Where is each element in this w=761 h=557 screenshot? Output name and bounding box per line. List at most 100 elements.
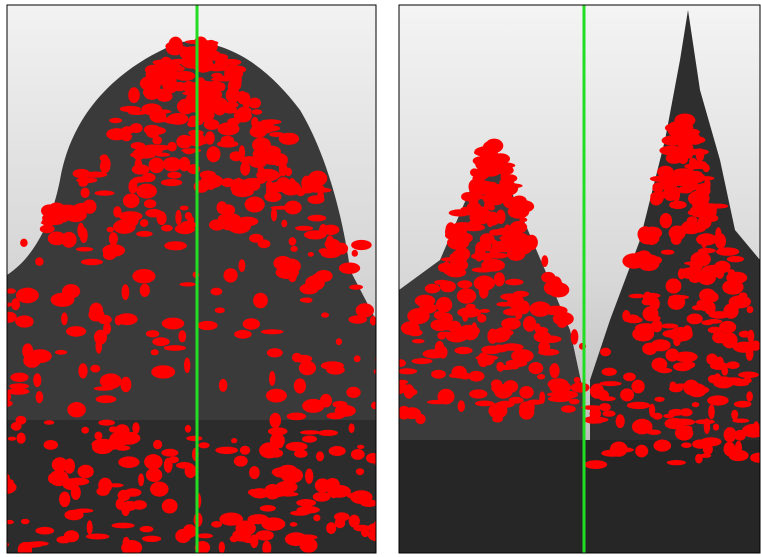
red-blob — [271, 467, 296, 478]
red-blob — [161, 498, 178, 514]
red-blob — [645, 235, 659, 245]
red-blob — [670, 126, 690, 142]
red-blob — [713, 260, 731, 273]
red-blob — [102, 249, 117, 260]
red-blob — [691, 402, 700, 408]
red-blob — [378, 472, 386, 487]
red-blob — [706, 291, 719, 303]
red-blob — [503, 308, 523, 316]
red-blob — [266, 185, 273, 199]
red-blob — [570, 329, 579, 345]
red-blob — [549, 363, 560, 379]
red-blob — [659, 145, 684, 156]
red-blob — [626, 401, 651, 410]
red-blob — [50, 292, 75, 307]
red-blob — [702, 164, 710, 173]
red-blob — [43, 420, 55, 425]
red-blob — [602, 410, 616, 417]
red-blob — [527, 399, 544, 405]
red-blob — [457, 400, 465, 413]
red-blob — [495, 400, 515, 408]
red-blob — [84, 171, 108, 178]
red-blob — [581, 405, 604, 410]
red-blob — [143, 199, 157, 209]
red-blob — [351, 249, 358, 257]
red-blob — [426, 399, 449, 405]
red-blob — [693, 160, 704, 165]
red-blob — [674, 351, 698, 363]
red-blob — [479, 233, 495, 246]
red-blob — [61, 312, 68, 326]
red-blob — [669, 200, 687, 210]
red-blob — [131, 164, 150, 175]
red-blob — [153, 439, 163, 450]
red-blob — [212, 100, 227, 116]
red-blob — [176, 98, 195, 115]
red-blob — [106, 226, 115, 233]
red-blob — [148, 157, 165, 174]
red-blob — [293, 378, 306, 394]
red-blob — [379, 514, 392, 523]
red-blob — [143, 88, 168, 95]
red-blob — [163, 345, 187, 351]
red-blob — [95, 395, 117, 404]
red-blob — [167, 171, 182, 179]
red-blob — [454, 222, 472, 227]
red-blob — [111, 522, 135, 529]
red-blob — [101, 157, 111, 171]
red-blob — [732, 341, 757, 353]
red-blob — [728, 449, 749, 462]
red-blob — [707, 374, 720, 384]
red-blob — [399, 359, 406, 367]
red-blob — [350, 449, 365, 460]
red-blob — [217, 122, 240, 136]
red-blob — [668, 294, 690, 300]
red-blob — [674, 297, 684, 304]
red-blob — [209, 219, 226, 231]
red-blob — [505, 278, 524, 286]
red-blob — [118, 211, 143, 222]
red-blob — [292, 354, 313, 363]
red-blob — [501, 317, 521, 330]
red-blob — [210, 287, 223, 296]
red-blob — [255, 530, 274, 541]
red-blob — [335, 338, 342, 346]
red-blob — [205, 131, 215, 145]
red-blob — [90, 364, 101, 373]
red-blob — [234, 329, 252, 339]
red-blob — [312, 492, 331, 502]
red-blob — [402, 407, 421, 420]
red-blob — [479, 195, 493, 200]
red-blob — [233, 455, 248, 467]
red-blob — [215, 446, 239, 454]
red-blob — [94, 329, 107, 345]
red-blob — [285, 441, 308, 452]
red-blob — [474, 180, 485, 190]
red-blob — [115, 445, 131, 451]
red-blob — [0, 298, 7, 306]
red-blob — [251, 116, 259, 128]
red-blob — [223, 106, 238, 114]
red-blob — [89, 302, 104, 319]
red-blob — [132, 422, 140, 434]
red-blob — [197, 51, 208, 65]
red-blob — [242, 92, 251, 108]
red-blob — [684, 163, 704, 170]
red-blob — [281, 219, 288, 228]
red-blob — [500, 183, 523, 189]
red-blob — [642, 291, 653, 305]
red-blob — [139, 525, 154, 533]
red-blob — [719, 320, 737, 334]
red-blob — [706, 203, 729, 209]
red-blob — [303, 176, 324, 182]
red-blob — [675, 425, 694, 441]
red-blob — [599, 403, 611, 412]
red-blob — [479, 308, 490, 313]
red-blob — [683, 225, 706, 233]
red-blob — [147, 126, 166, 135]
red-blob — [445, 222, 457, 239]
red-blob — [0, 397, 6, 413]
red-blob — [348, 514, 360, 528]
red-blob — [223, 65, 247, 74]
